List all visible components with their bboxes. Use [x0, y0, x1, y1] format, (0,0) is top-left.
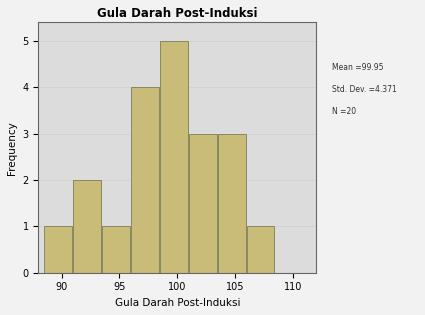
- Bar: [246, 226, 275, 273]
- Bar: [160, 41, 188, 273]
- Bar: [131, 87, 159, 273]
- Bar: [102, 226, 130, 273]
- Title: Gula Darah Post-Induksi: Gula Darah Post-Induksi: [97, 7, 258, 20]
- Text: Std. Dev. =4.371: Std. Dev. =4.371: [332, 85, 396, 94]
- Bar: [73, 180, 101, 273]
- Text: N =20: N =20: [332, 107, 356, 116]
- X-axis label: Gula Darah Post-Induksi: Gula Darah Post-Induksi: [114, 298, 240, 308]
- Bar: [44, 226, 72, 273]
- Text: Mean =99.95: Mean =99.95: [332, 63, 383, 72]
- Y-axis label: Frequency: Frequency: [7, 121, 17, 175]
- Bar: [189, 134, 217, 273]
- Bar: [218, 134, 246, 273]
